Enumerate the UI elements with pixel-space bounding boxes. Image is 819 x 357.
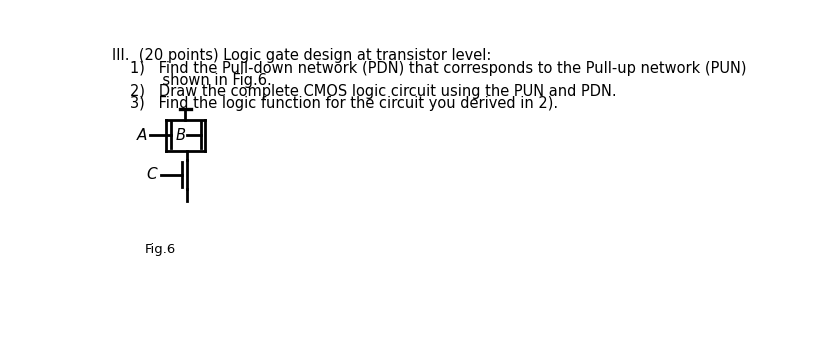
Text: C: C (147, 167, 157, 182)
Text: 3)   Find the logic function for the circuit you derived in 2).: 3) Find the logic function for the circu… (129, 96, 558, 111)
Text: 2)   Draw the complete CMOS logic circuit using the PUN and PDN.: 2) Draw the complete CMOS logic circuit … (129, 84, 616, 99)
Text: shown in Fig.6.: shown in Fig.6. (129, 73, 271, 88)
Text: B: B (175, 128, 185, 143)
Text: A: A (137, 128, 147, 143)
Text: Fig.6: Fig.6 (145, 243, 176, 256)
Text: III.  (20 points) Logic gate design at transistor level:: III. (20 points) Logic gate design at tr… (111, 48, 491, 63)
Text: 1)   Find the Pull-down network (PDN) that corresponds to the Pull-up network (P: 1) Find the Pull-down network (PDN) that… (129, 61, 746, 76)
